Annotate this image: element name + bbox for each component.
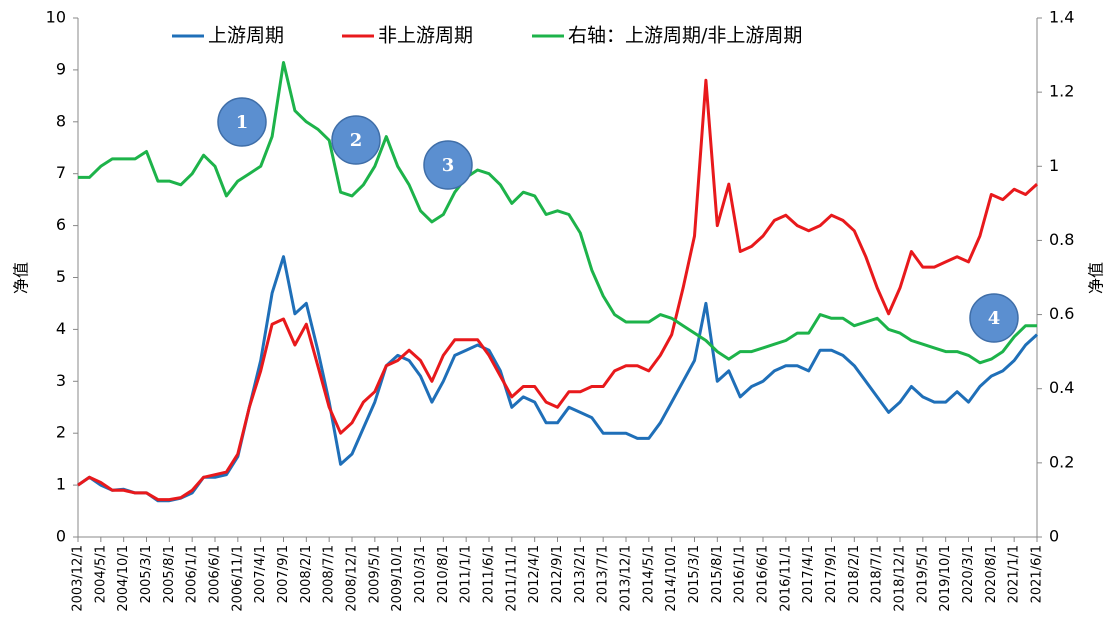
x-tick-label: 2013/2/1 [573,545,588,603]
x-tick-label: 2003/12/1 [71,545,86,612]
x-tick-label: 2009/10/1 [390,545,405,612]
x-tick-label: 2015/3/1 [687,545,702,603]
x-tick-label: 2010/3/1 [413,545,428,603]
x-tick-label: 2021/1/1 [1007,545,1022,603]
x-tick-label: 2011/11/1 [504,545,519,612]
x-tick-label: 2016/1/1 [733,545,748,603]
legend-label: 非上游周期 [378,25,473,47]
y2-tick-label: 0.2 [1049,452,1074,471]
annotation-label: 4 [988,308,1001,329]
x-tick-label: 2007/4/1 [253,545,268,603]
legend-label: 上游周期 [208,25,284,47]
x-tick-label: 2016/6/1 [756,545,771,603]
x-tick-label: 2008/12/1 [345,545,360,612]
x-tick-label: 2017/9/1 [824,545,839,603]
y2-tick-label: 0.8 [1049,230,1074,249]
x-tick-label: 2020/8/1 [984,545,999,603]
y2-axis-label: 净值 [1087,262,1106,294]
annotation-label: 2 [350,130,363,151]
x-tick-label: 2005/8/1 [162,545,177,603]
y-tick-label: 0 [56,527,66,546]
y-tick-label: 2 [56,423,66,442]
x-tick-label: 2006/6/1 [208,545,223,603]
y-tick-label: 10 [46,8,66,27]
x-tick-label: 2013/7/1 [596,545,611,603]
series-line [77,78,1039,502]
y-tick-label: 4 [56,319,66,338]
x-tick-label: 2006/11/1 [230,545,245,612]
x-tick-label: 2018/7/1 [870,545,885,603]
annotation-label: 1 [236,112,249,133]
x-tick-label: 2016/11/1 [778,545,793,612]
y-tick-label: 9 [56,59,66,78]
annotation-label: 3 [442,155,455,176]
series-line [78,61,1037,365]
x-tick-label: 2020/3/1 [961,545,976,603]
legend-label: 右轴：上游周期/非上游周期 [568,25,802,47]
y2-tick-label: 1 [1049,156,1059,175]
y2-tick-label: 0.4 [1049,378,1074,397]
x-tick-label: 2018/2/1 [847,545,862,603]
x-tick-label: 2008/2/1 [299,545,314,603]
x-tick-label: 2012/4/1 [527,545,542,603]
y2-tick-label: 0 [1049,527,1059,546]
y-tick-label: 6 [56,215,66,234]
x-tick-label: 2011/1/1 [459,545,474,603]
y-tick-label: 7 [56,163,66,182]
annotation-circle [423,140,473,190]
x-tick-label: 2008/7/1 [322,545,337,603]
x-tick-label: 2004/10/1 [116,545,131,612]
y-tick-label: 8 [56,111,66,130]
x-tick-label: 2015/8/1 [710,545,725,603]
x-tick-label: 2005/3/1 [139,545,154,603]
x-tick-label: 2019/5/1 [915,545,930,603]
annotation-circle [217,97,267,147]
x-tick-label: 2012/9/1 [550,545,565,603]
x-tick-label: 2010/8/1 [436,545,451,603]
x-tick-label: 2019/10/1 [938,545,953,612]
x-tick-label: 2009/5/1 [367,545,382,603]
y2-tick-label: 0.6 [1049,304,1074,323]
y-axis-label: 净值 [12,262,31,294]
x-tick-label: 2014/10/1 [664,545,679,612]
series-line [77,255,1039,503]
y2-tick-label: 1.4 [1049,8,1074,27]
x-tick-label: 2006/1/1 [185,545,200,603]
x-tick-label: 2014/5/1 [641,545,656,603]
y-tick-label: 5 [56,267,66,286]
y-tick-label: 3 [56,371,66,390]
x-tick-label: 2018/12/1 [893,545,908,612]
x-tick-label: 2013/12/1 [619,545,634,612]
y-tick-label: 1 [56,475,66,494]
x-tick-label: 2017/4/1 [801,545,816,603]
x-tick-label: 2011/6/1 [482,545,497,603]
annotation-circle [331,115,381,165]
x-tick-label: 2004/5/1 [93,545,108,603]
x-tick-label: 2021/6/1 [1030,545,1045,603]
annotation-circle [969,293,1019,343]
x-tick-label: 2007/9/1 [276,545,291,603]
y2-tick-label: 1.2 [1049,82,1074,101]
